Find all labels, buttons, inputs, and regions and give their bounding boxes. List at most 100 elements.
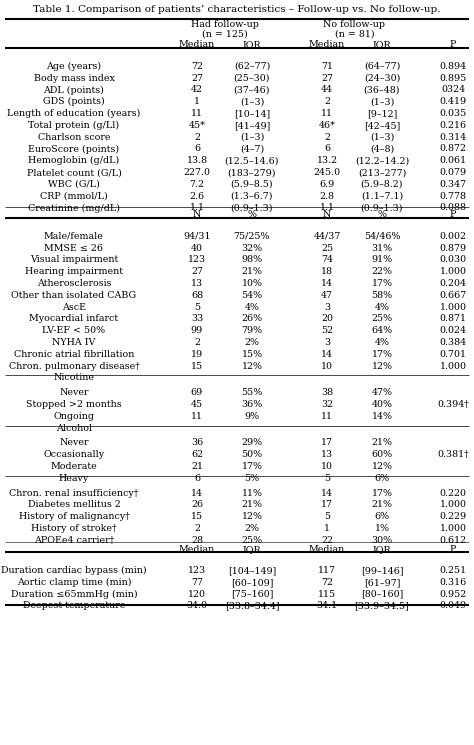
Text: (24–30): (24–30) xyxy=(364,74,400,83)
Text: 2: 2 xyxy=(194,338,200,347)
Text: 42: 42 xyxy=(191,86,203,95)
Text: 11: 11 xyxy=(191,412,203,421)
Text: 68: 68 xyxy=(191,291,203,299)
Text: Occasionally: Occasionally xyxy=(44,450,105,459)
Text: (64–77): (64–77) xyxy=(364,62,400,71)
Text: 62: 62 xyxy=(191,450,203,459)
Text: 4%: 4% xyxy=(245,302,259,311)
Text: 0.024: 0.024 xyxy=(439,326,466,335)
Text: 32%: 32% xyxy=(241,244,263,253)
Text: 44/37: 44/37 xyxy=(313,232,341,241)
Text: ADL (points): ADL (points) xyxy=(44,86,104,95)
Text: 0.701: 0.701 xyxy=(439,349,466,359)
Text: 18: 18 xyxy=(321,267,333,276)
Text: 0.030: 0.030 xyxy=(439,256,466,264)
Text: Duration ≤65mmHg (min): Duration ≤65mmHg (min) xyxy=(11,589,137,599)
Text: 17%: 17% xyxy=(372,349,392,359)
Text: 38: 38 xyxy=(321,388,333,397)
Text: 26%: 26% xyxy=(241,314,263,323)
Text: 2%: 2% xyxy=(245,338,259,347)
Text: [61–97]: [61–97] xyxy=(364,578,400,587)
Text: EuroScore (points): EuroScore (points) xyxy=(28,145,119,153)
Text: Charlson score: Charlson score xyxy=(38,133,110,142)
Text: (1–3): (1–3) xyxy=(240,98,264,107)
Text: 27: 27 xyxy=(191,74,203,83)
Text: Nicotine: Nicotine xyxy=(54,373,94,382)
Text: [9–12]: [9–12] xyxy=(367,109,397,118)
Text: Median: Median xyxy=(309,40,345,49)
Text: P: P xyxy=(450,40,456,49)
Text: Atherosclerosis: Atherosclerosis xyxy=(37,279,111,288)
Text: 6%: 6% xyxy=(374,512,390,522)
Text: [41–49]: [41–49] xyxy=(234,121,270,130)
Text: 245.0: 245.0 xyxy=(313,168,340,177)
Text: 36: 36 xyxy=(191,438,203,447)
Text: 0.871: 0.871 xyxy=(439,314,466,323)
Text: No follow-up: No follow-up xyxy=(323,20,385,29)
Text: 2.6: 2.6 xyxy=(190,191,205,200)
Text: Chronic atrial fibrillation: Chronic atrial fibrillation xyxy=(14,349,134,359)
Text: 1.000: 1.000 xyxy=(439,267,466,276)
Text: (12.2–14.2): (12.2–14.2) xyxy=(355,156,409,165)
Text: 9%: 9% xyxy=(245,412,260,421)
Text: 5%: 5% xyxy=(245,474,260,483)
Text: 4%: 4% xyxy=(374,302,390,311)
Text: P: P xyxy=(450,545,456,554)
Text: Median: Median xyxy=(309,545,345,554)
Text: 10: 10 xyxy=(321,361,333,370)
Text: 4%: 4% xyxy=(374,338,390,347)
Text: Myocardial infarct: Myocardial infarct xyxy=(29,314,118,323)
Text: 25: 25 xyxy=(321,244,333,253)
Text: [33.8–34.4]: [33.8–34.4] xyxy=(225,601,279,610)
Text: 120: 120 xyxy=(188,589,206,598)
Text: Hearing impairment: Hearing impairment xyxy=(25,267,123,276)
Text: 1: 1 xyxy=(324,524,330,533)
Text: 11%: 11% xyxy=(241,489,263,498)
Text: 17: 17 xyxy=(321,438,333,447)
Text: 0.419: 0.419 xyxy=(439,98,466,107)
Text: (37–46): (37–46) xyxy=(234,86,270,95)
Text: 58%: 58% xyxy=(372,291,392,299)
Text: 15: 15 xyxy=(191,361,203,370)
Text: 1.1: 1.1 xyxy=(190,203,204,212)
Text: 0.316: 0.316 xyxy=(439,578,466,587)
Text: 21%: 21% xyxy=(372,501,392,510)
Text: 91%: 91% xyxy=(372,256,392,264)
Text: [10–14]: [10–14] xyxy=(234,109,270,118)
Text: [99–146]: [99–146] xyxy=(361,566,403,575)
Text: 44: 44 xyxy=(321,86,333,95)
Text: Stopped >2 months: Stopped >2 months xyxy=(26,400,122,409)
Text: 6: 6 xyxy=(194,145,200,153)
Text: 0.384: 0.384 xyxy=(439,338,466,347)
Text: 52: 52 xyxy=(321,326,333,335)
Text: 14: 14 xyxy=(321,279,333,288)
Text: WBC (G/L): WBC (G/L) xyxy=(48,180,100,189)
Text: Moderate: Moderate xyxy=(51,462,97,471)
Text: 0.879: 0.879 xyxy=(439,244,466,253)
Text: Male/female: Male/female xyxy=(44,232,104,241)
Text: Ongoing: Ongoing xyxy=(54,412,94,421)
Text: (25–30): (25–30) xyxy=(234,74,270,83)
Text: (4–7): (4–7) xyxy=(240,145,264,153)
Text: 13.8: 13.8 xyxy=(186,156,208,165)
Text: N: N xyxy=(193,211,201,220)
Text: 14: 14 xyxy=(191,489,203,498)
Text: [33.9–34.5]: [33.9–34.5] xyxy=(355,601,410,610)
Text: P: P xyxy=(450,211,456,220)
Text: 25%: 25% xyxy=(372,314,392,323)
Text: 10: 10 xyxy=(321,462,333,471)
Text: Never: Never xyxy=(59,388,89,397)
Text: 6: 6 xyxy=(324,145,330,153)
Text: 2: 2 xyxy=(324,98,330,107)
Text: 7.2: 7.2 xyxy=(190,180,204,189)
Text: (1–3): (1–3) xyxy=(240,133,264,142)
Text: 10%: 10% xyxy=(241,279,263,288)
Text: (62–77): (62–77) xyxy=(234,62,270,71)
Text: 3: 3 xyxy=(324,338,330,347)
Text: Length of education (years): Length of education (years) xyxy=(7,109,141,118)
Text: (0.9–1.3): (0.9–1.3) xyxy=(231,203,273,212)
Text: 98%: 98% xyxy=(241,256,263,264)
Text: 99: 99 xyxy=(191,326,203,335)
Text: 36%: 36% xyxy=(241,400,263,409)
Text: 0.220: 0.220 xyxy=(439,489,466,498)
